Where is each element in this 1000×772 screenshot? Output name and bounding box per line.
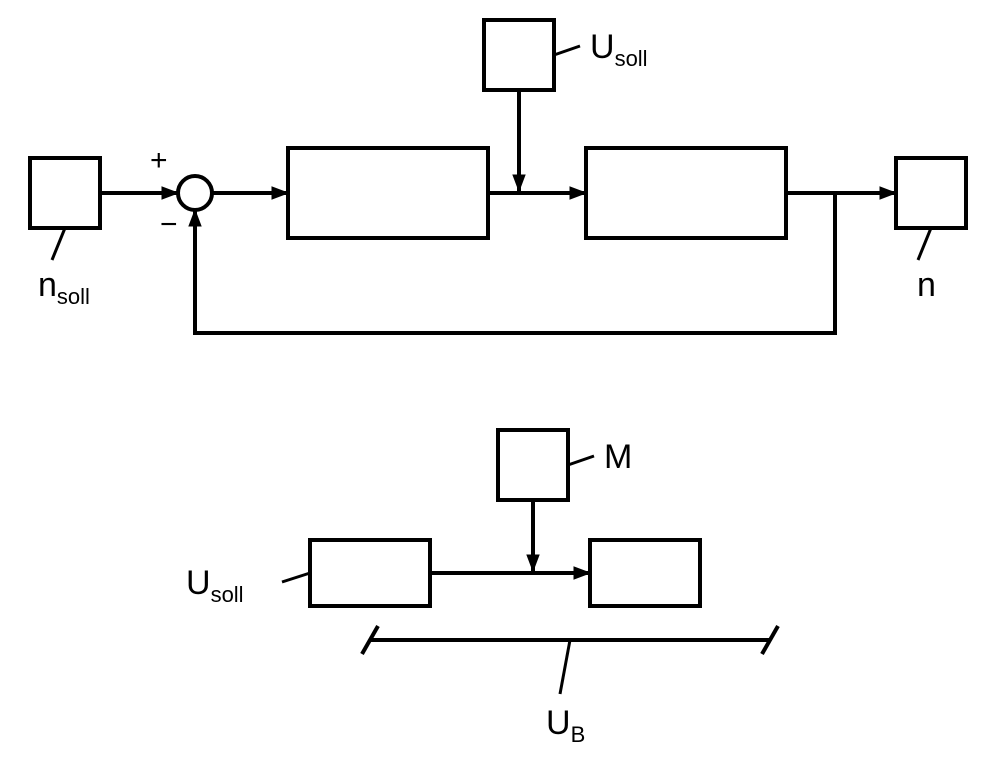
arrow-head — [570, 187, 586, 199]
lead-u-b — [560, 640, 570, 694]
arrow-head — [272, 187, 288, 199]
label-m: M — [604, 438, 632, 476]
lead-u-soll — [554, 46, 580, 55]
label-n: n — [917, 266, 936, 304]
lead-n — [918, 228, 931, 260]
arrow-head — [527, 555, 539, 571]
label-plus: + — [150, 144, 168, 177]
box-output — [590, 540, 700, 606]
box-n — [896, 158, 966, 228]
lead-m — [568, 456, 594, 465]
arrow-head — [189, 210, 201, 226]
box-u-soll-2 — [310, 540, 430, 606]
arrow-head — [574, 567, 590, 579]
box-m — [498, 430, 568, 500]
box-u-soll — [484, 20, 554, 90]
lead-u-soll-2 — [282, 573, 310, 582]
label-minus: − — [160, 208, 178, 241]
label-u-b: UB — [546, 704, 585, 747]
label-n-soll: nsoll — [38, 266, 90, 309]
arrow-head — [513, 175, 525, 191]
box-n-soll — [30, 158, 100, 228]
arrow-head — [880, 187, 896, 199]
label-u-soll-2: Usoll — [186, 564, 244, 607]
box-plant — [586, 148, 786, 238]
arrow-head — [162, 187, 178, 199]
box-controller — [288, 148, 488, 238]
label-u-soll: Usoll — [590, 28, 648, 71]
summing-junction — [178, 176, 212, 210]
lead-n-soll — [52, 228, 65, 260]
